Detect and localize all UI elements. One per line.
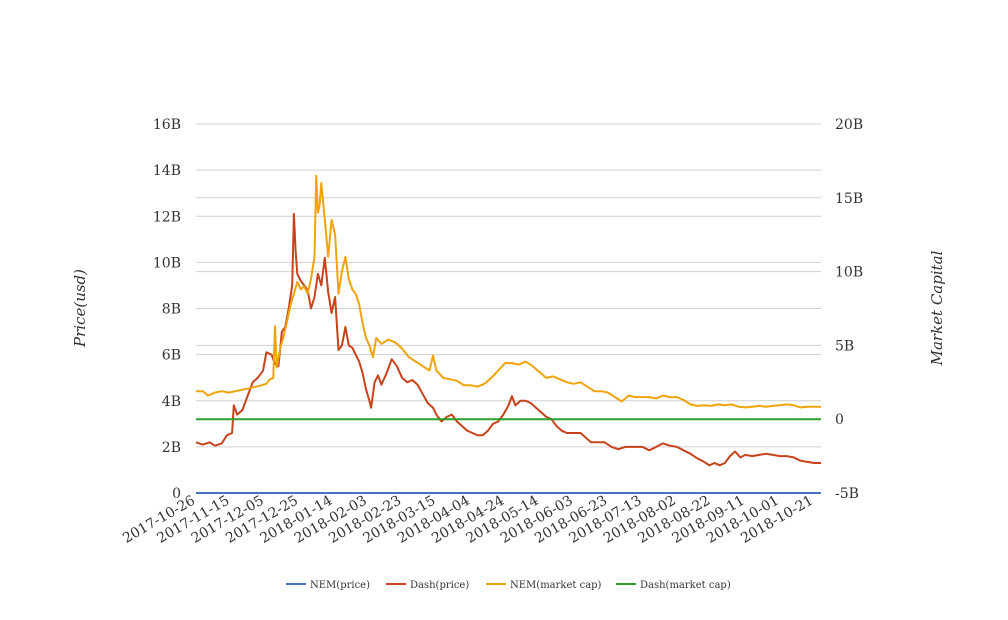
legend-label: Dash(price) — [410, 580, 469, 591]
y-tick-label-left: 10B — [153, 255, 181, 271]
legend-label: NEM(market cap) — [510, 580, 602, 591]
y-tick-label-right: 15B — [835, 191, 863, 207]
y-axis-left: 0 2B 4B 6B 8B 10B 12B 14B 16B — [153, 117, 181, 502]
y-tick-label-left: 16B — [153, 117, 181, 133]
legend-label: Dash(market cap) — [640, 580, 731, 591]
y-tick-label-right: -5B — [835, 486, 859, 502]
y-axis-right: -5B 0 5B 10B 15B 20B — [835, 117, 863, 502]
y-tick-label-right: 5B — [835, 338, 854, 354]
series-line-dash-price — [195, 212, 821, 467]
y-tick-label-right: 10B — [835, 265, 863, 281]
y-axis-label-left: Price(usd) — [71, 269, 89, 348]
y-tick-label-right: 0 — [835, 412, 844, 428]
series-layer — [195, 174, 821, 494]
y-tick-label-left: 14B — [153, 163, 181, 179]
x-axis: 2017-10-262017-11-152017-12-052017-12-25… — [120, 493, 816, 547]
legend-item: NEM(price) — [286, 580, 370, 591]
series-line-nem-market-cap — [196, 174, 821, 409]
y-tick-label-left: 8B — [162, 302, 181, 318]
legend-item: Dash(price) — [386, 580, 469, 591]
y-tick-label-left: 4B — [162, 394, 181, 410]
legend-item: NEM(market cap) — [486, 580, 602, 591]
y-tick-label-left: 6B — [162, 348, 181, 364]
y-tick-label-left: 12B — [153, 209, 181, 225]
legend-item: Dash(market cap) — [616, 580, 731, 591]
y-axis-label-right: Market Capital — [928, 250, 946, 366]
legend: NEM(price) Dash(price) NEM(market cap) Dash… — [286, 580, 731, 591]
y-tick-label-right: 20B — [835, 117, 863, 133]
y-tick-label-left: 2B — [162, 440, 181, 456]
y-tick-label-left: 0 — [172, 486, 181, 502]
legend-label: NEM(price) — [310, 580, 370, 591]
